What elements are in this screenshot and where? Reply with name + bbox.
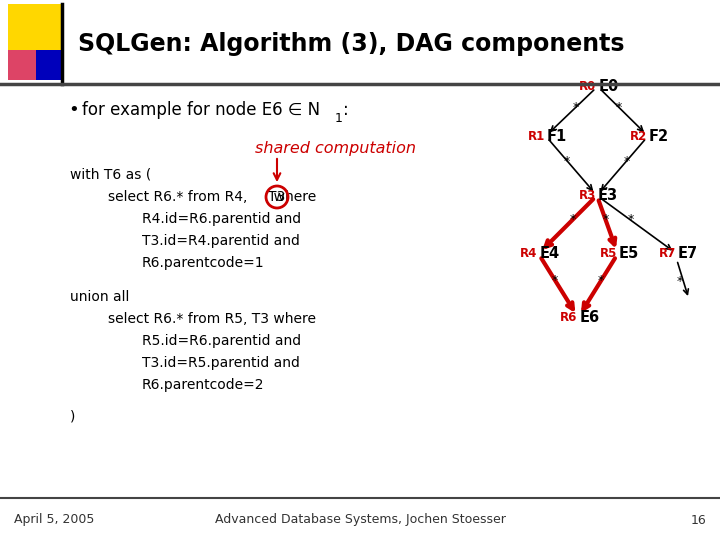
Text: R6.parentcode=1: R6.parentcode=1 [142,256,265,270]
Text: for example for node E6 ∈ N: for example for node E6 ∈ N [82,101,320,119]
Text: SQLGen: Algorithm (3), DAG components: SQLGen: Algorithm (3), DAG components [78,32,624,56]
Text: R5.id=R6.parentid and: R5.id=R6.parentid and [142,334,301,348]
Text: ): ) [70,410,76,424]
Text: R4.id=R6.parentid and: R4.id=R6.parentid and [142,212,301,226]
Text: T3: T3 [268,190,285,204]
Text: *: * [624,154,630,167]
Text: select R6.* from R5, T3 where: select R6.* from R5, T3 where [108,312,316,326]
Bar [8,50,36,80]
Text: *: * [677,275,683,288]
Text: :: : [343,101,348,119]
Text: R4: R4 [520,247,538,260]
Text: R6.parentcode=2: R6.parentcode=2 [142,378,264,392]
Text: E5: E5 [618,246,639,261]
Text: *: * [564,154,570,167]
Text: R3: R3 [579,189,596,202]
Text: *: * [570,213,575,226]
Text: E6: E6 [579,310,599,325]
Text: select R6.* from R4,      where: select R6.* from R4, where [108,190,316,204]
Text: R1: R1 [528,130,545,143]
Bar [36,50,63,80]
Text: E3: E3 [598,188,618,203]
Text: *: * [598,274,604,287]
Text: *: * [572,101,579,114]
Text: *: * [616,101,622,114]
Bar [8,4,62,50]
Text: 1: 1 [335,111,343,125]
Text: R6: R6 [559,311,577,324]
Text: F1: F1 [546,129,567,144]
Text: *: * [627,213,634,226]
Text: E4: E4 [539,246,559,261]
Text: shared computation: shared computation [255,140,416,156]
Bar [8,4,62,50]
Text: with T6 as (: with T6 as ( [70,168,151,182]
Text: *: * [552,274,558,287]
Text: R2: R2 [630,130,647,143]
Text: R7: R7 [659,247,676,260]
Text: April 5, 2005: April 5, 2005 [14,514,94,526]
Text: union all: union all [70,290,130,304]
Text: Advanced Database Systems, Jochen Stoesser: Advanced Database Systems, Jochen Stoess… [215,514,505,526]
Text: E7: E7 [678,246,698,261]
Text: T3.id=R4.parentid and: T3.id=R4.parentid and [142,234,300,248]
Text: R5: R5 [599,247,617,260]
Text: R0: R0 [580,80,597,93]
Text: •: • [68,101,78,119]
Text: F2: F2 [649,129,669,144]
Text: *: * [603,213,609,226]
Text: T3.id=R5.parentid and: T3.id=R5.parentid and [142,356,300,370]
Text: 16: 16 [690,514,706,526]
Text: E0: E0 [598,79,619,94]
